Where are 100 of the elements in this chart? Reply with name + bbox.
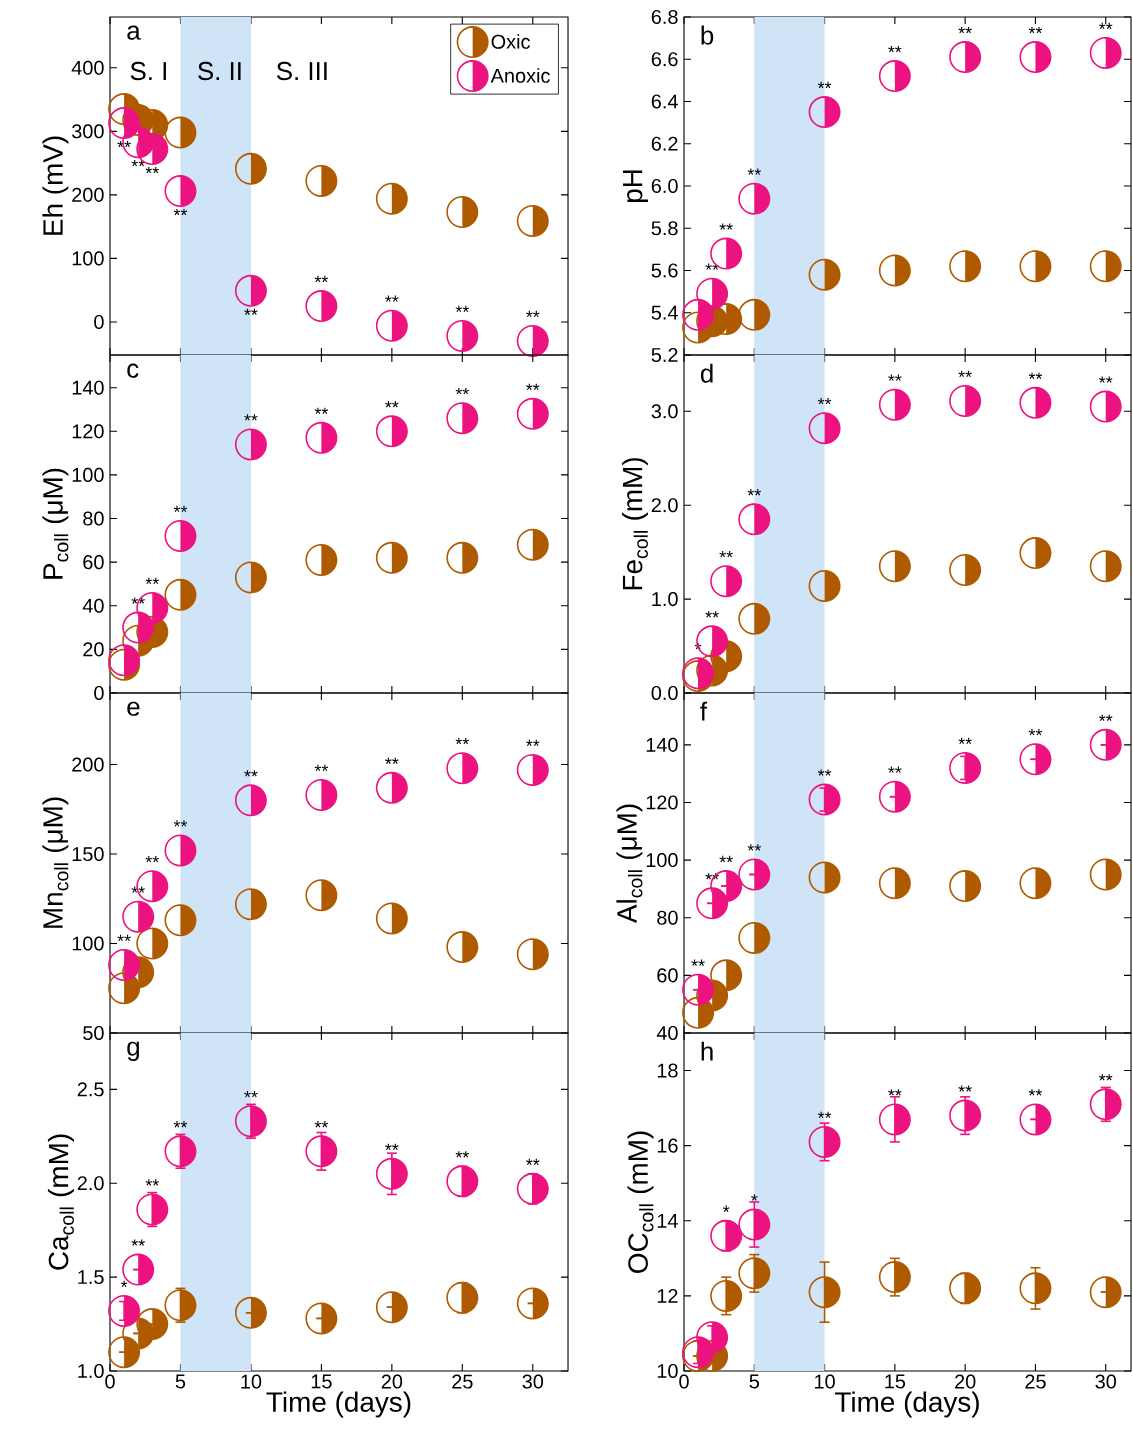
annotation: ** bbox=[1028, 26, 1043, 34]
point bbox=[1089, 390, 1122, 423]
annotation: ** bbox=[145, 577, 159, 585]
chart-title: c bbox=[127, 363, 139, 378]
y-tick-label: 14 bbox=[657, 1213, 678, 1228]
y-tick-label: 200 bbox=[72, 757, 104, 772]
y-tick-label: 200 bbox=[72, 187, 104, 202]
annotation: ** bbox=[1028, 729, 1043, 736]
y-tick-label: 2.5 bbox=[77, 1082, 104, 1097]
annotation: ** bbox=[173, 820, 188, 827]
y-tick-label: 40 bbox=[82, 598, 104, 613]
point bbox=[234, 274, 267, 307]
point bbox=[738, 298, 771, 331]
x-tick-label: 20 bbox=[381, 1374, 403, 1389]
y-tick-label: 6.8 bbox=[651, 9, 678, 25]
point bbox=[164, 116, 197, 149]
annotation: ** bbox=[1099, 714, 1113, 721]
annotation: ** bbox=[958, 737, 972, 745]
point bbox=[234, 784, 267, 817]
point bbox=[122, 611, 155, 644]
annotation: ** bbox=[958, 370, 972, 378]
chart-title: g bbox=[127, 1041, 139, 1061]
annotation: ** bbox=[719, 223, 733, 230]
point bbox=[1019, 250, 1052, 283]
point bbox=[710, 959, 743, 992]
y-tick-label: 40 bbox=[656, 1025, 678, 1041]
point bbox=[696, 1321, 729, 1354]
point bbox=[108, 1294, 141, 1327]
point bbox=[1089, 250, 1122, 283]
point bbox=[682, 973, 715, 1006]
point bbox=[136, 1308, 169, 1341]
annotation: * bbox=[120, 1280, 128, 1288]
y-tick-label: 1.0 bbox=[78, 1363, 104, 1379]
y-tick-label: 100 bbox=[72, 936, 104, 951]
point bbox=[808, 1276, 841, 1309]
point bbox=[234, 888, 267, 921]
point bbox=[136, 1193, 169, 1226]
x-tick-label: 15 bbox=[311, 1374, 332, 1389]
point bbox=[164, 904, 197, 937]
annotation: ** bbox=[131, 1239, 145, 1246]
annotation: ** bbox=[817, 1111, 832, 1119]
point bbox=[305, 421, 338, 454]
point bbox=[1089, 36, 1122, 69]
y-tick-label: 140 bbox=[72, 380, 104, 395]
y-tick-label: 100 bbox=[72, 251, 104, 266]
annotation: ** bbox=[173, 208, 188, 216]
annotation: ** bbox=[385, 1143, 399, 1150]
point bbox=[710, 565, 743, 598]
y-tick-label: 60 bbox=[83, 555, 104, 570]
annotation: ** bbox=[1099, 22, 1113, 29]
annotation: ** bbox=[314, 275, 329, 283]
point bbox=[1089, 1088, 1122, 1121]
annotation: ** bbox=[1028, 372, 1043, 379]
annotation: ** bbox=[705, 611, 719, 618]
point bbox=[516, 1172, 549, 1205]
point bbox=[305, 778, 338, 811]
point bbox=[305, 1302, 338, 1335]
point bbox=[446, 931, 479, 964]
point bbox=[1089, 858, 1122, 891]
annotation: S. II bbox=[198, 61, 241, 81]
y-tick-label: 300 bbox=[72, 124, 104, 139]
x-tick-label: 15 bbox=[885, 1374, 906, 1389]
point bbox=[808, 1125, 841, 1158]
point bbox=[949, 870, 982, 903]
point bbox=[516, 397, 549, 430]
point bbox=[122, 1253, 155, 1286]
chart-title: e bbox=[127, 701, 140, 716]
y-tick-label: 50 bbox=[83, 1025, 104, 1041]
annotation: ** bbox=[526, 1158, 540, 1165]
annotation: ** bbox=[526, 383, 540, 390]
point bbox=[808, 258, 841, 291]
annotation: ** bbox=[173, 1121, 188, 1128]
y-axis-title: OC$_{coll}$ (mM) bbox=[627, 1131, 654, 1273]
y-axis-title: Fe$_{coll}$ (mM) bbox=[621, 458, 648, 590]
point bbox=[446, 541, 479, 574]
y-tick-label: 6.2 bbox=[651, 136, 678, 151]
y-tick-label: 10 bbox=[657, 1363, 678, 1379]
y-tick-label: 5.2 bbox=[651, 347, 678, 363]
point bbox=[164, 519, 197, 552]
annotation: ** bbox=[244, 1091, 258, 1098]
annotation: ** bbox=[145, 1179, 159, 1186]
point bbox=[234, 1105, 267, 1138]
x-tick-label: 5 bbox=[749, 1374, 760, 1389]
annotation: ** bbox=[526, 739, 540, 747]
annotation: S. I bbox=[130, 61, 166, 81]
point bbox=[1089, 728, 1122, 761]
point bbox=[516, 204, 549, 237]
y-axis-title: Ca$_{coll}$ (mM) bbox=[47, 1134, 74, 1270]
y-tick-label: 60 bbox=[657, 968, 678, 983]
point bbox=[375, 415, 408, 448]
point bbox=[516, 1287, 549, 1320]
annotation: ** bbox=[888, 45, 902, 53]
annotation: ** bbox=[526, 310, 540, 318]
point bbox=[1019, 867, 1052, 900]
point bbox=[234, 1296, 267, 1329]
point bbox=[164, 578, 197, 611]
annotation: ** bbox=[958, 26, 972, 34]
annotation: ** bbox=[705, 263, 719, 270]
y-tick-label: 100 bbox=[646, 853, 678, 868]
point bbox=[305, 879, 338, 912]
